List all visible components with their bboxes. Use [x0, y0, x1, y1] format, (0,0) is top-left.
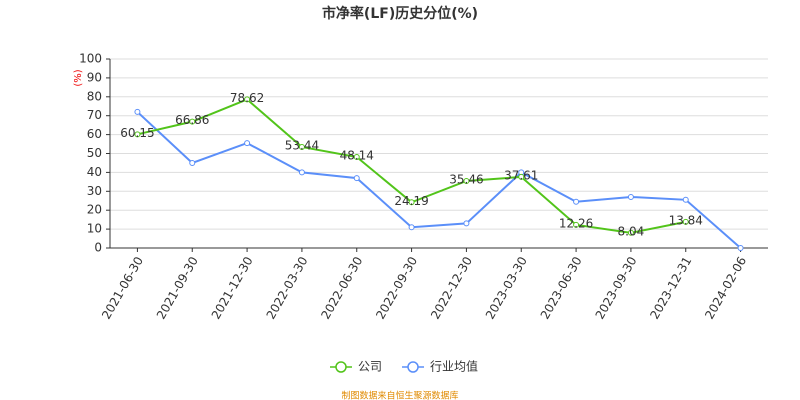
data-label: 78.62: [230, 91, 264, 105]
x-tick-label: 2022-03-30: [264, 254, 311, 321]
series-line: [136, 111, 742, 249]
point: [134, 108, 141, 115]
point: [682, 218, 689, 225]
point: [353, 154, 360, 161]
x-tick-label: 2022-12-30: [428, 254, 475, 321]
data-label: 53.44: [285, 138, 319, 152]
data-label: 8.04: [618, 224, 645, 238]
data-label: 66.86: [175, 113, 209, 127]
point: [244, 140, 251, 147]
y-tick-label: 90: [87, 70, 102, 84]
data-label: 12.26: [559, 216, 593, 230]
point: [244, 96, 251, 103]
y-tick-label: 20: [87, 203, 102, 217]
x-tick-label: 2021-06-30: [99, 254, 146, 321]
data-label: 60.15: [120, 126, 154, 140]
point: [298, 169, 305, 176]
y-tick-label: 10: [87, 222, 102, 236]
point: [573, 198, 580, 205]
point: [682, 196, 689, 203]
series-line: [137, 98, 686, 234]
point: [189, 118, 196, 125]
legend-marker: [407, 361, 419, 373]
point: [134, 131, 141, 138]
y-tick-label: 0: [94, 241, 102, 255]
y-tick-label: 100: [79, 52, 102, 66]
legend-label: 行业均值: [430, 359, 478, 374]
y-tick-label: 70: [87, 108, 102, 122]
x-tick-label: 2022-06-30: [318, 254, 365, 321]
point: [189, 159, 196, 166]
x-tick-label: 2023-12-31: [647, 254, 694, 321]
point: [627, 229, 634, 236]
point: [463, 177, 470, 184]
point: [573, 221, 580, 228]
data-label: 37.61: [504, 168, 538, 182]
x-tick-label: 2021-09-30: [154, 254, 201, 321]
x-tick-label: 2023-03-30: [483, 254, 530, 321]
x-tick-label: 2022-09-30: [373, 254, 420, 321]
x-tick-label: 2023-06-30: [538, 254, 585, 321]
data-label: 13.84: [669, 213, 703, 227]
data-label: 48.14: [340, 149, 374, 163]
x-tick-label: 2024-02-06: [702, 254, 749, 321]
x-tick-label: 2021-12-30: [209, 254, 256, 321]
y-tick-label: 40: [87, 165, 102, 179]
data-label: 24.19: [394, 194, 428, 208]
point: [353, 175, 360, 182]
point: [408, 224, 415, 231]
point: [627, 193, 634, 200]
legend-label: 公司: [358, 360, 382, 374]
footer: 制图数据来自恒生聚源数据库: [341, 390, 458, 400]
point: [408, 199, 415, 206]
y-tick-label: 60: [87, 127, 102, 141]
point: [737, 245, 744, 251]
point: [463, 220, 470, 227]
y-tick-label: 80: [87, 89, 102, 103]
point: [518, 173, 525, 180]
x-tick-label: 2023-09-30: [593, 254, 640, 321]
data-label: 35.46: [449, 172, 483, 186]
legend-marker: [335, 361, 347, 373]
chart-title: 市净率(LF)历史分位(%): [322, 5, 478, 22]
y-axis-label: (%): [73, 69, 84, 86]
y-tick-label: 30: [87, 184, 102, 198]
y-tick-label: 50: [87, 146, 102, 160]
point: [298, 143, 305, 150]
